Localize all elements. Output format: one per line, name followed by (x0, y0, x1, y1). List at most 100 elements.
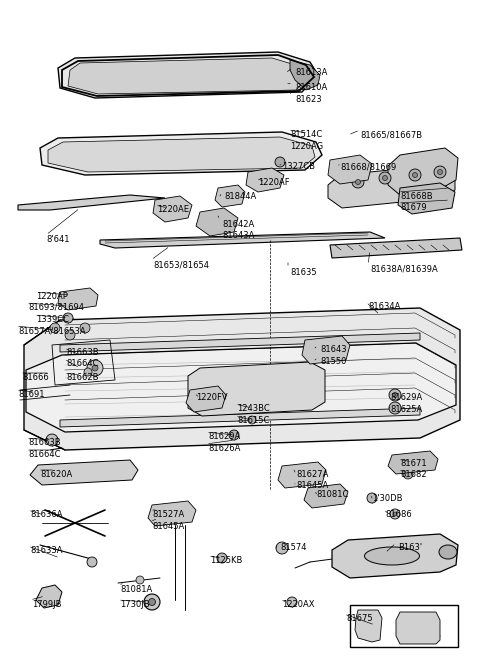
Text: 81693/81694: 81693/81694 (28, 303, 84, 312)
Text: 81664C: 81664C (66, 359, 98, 368)
Text: 81671: 81671 (400, 459, 427, 468)
Text: 81633A: 81633A (30, 546, 62, 555)
Polygon shape (328, 165, 455, 208)
Polygon shape (332, 534, 458, 578)
Polygon shape (26, 343, 456, 432)
Circle shape (356, 179, 360, 185)
Text: 81679: 81679 (400, 203, 427, 212)
Polygon shape (355, 610, 382, 642)
Text: 1327CB: 1327CB (282, 162, 315, 171)
Text: 81665/81667B: 81665/81667B (360, 130, 422, 139)
Text: 81653/81654: 81653/81654 (153, 260, 209, 269)
Text: 81666: 81666 (22, 373, 49, 382)
Polygon shape (60, 408, 420, 427)
Circle shape (46, 592, 54, 600)
Polygon shape (148, 501, 196, 526)
Circle shape (65, 330, 75, 340)
Text: 81643: 81643 (320, 345, 347, 354)
Circle shape (63, 313, 73, 323)
Circle shape (367, 493, 377, 503)
Bar (350, 605, 458, 647)
Text: 81682: 81682 (400, 470, 427, 479)
Text: 81668B: 81668B (400, 192, 432, 201)
Polygon shape (48, 137, 315, 172)
Text: 1220AX: 1220AX (282, 600, 314, 609)
Text: 81610A: 81610A (295, 83, 327, 92)
Text: 81635: 81635 (290, 268, 317, 277)
Polygon shape (188, 362, 325, 416)
Circle shape (434, 166, 446, 178)
Polygon shape (24, 308, 460, 450)
Circle shape (379, 172, 391, 184)
Text: 81634A: 81634A (368, 302, 400, 311)
Polygon shape (246, 168, 284, 192)
Circle shape (287, 597, 297, 607)
Circle shape (213, 217, 223, 227)
Text: 1220FV: 1220FV (196, 393, 228, 402)
Text: 81675: 81675 (346, 614, 372, 623)
Circle shape (168, 206, 176, 214)
Circle shape (390, 509, 400, 519)
Circle shape (403, 469, 413, 479)
Polygon shape (36, 585, 62, 608)
Polygon shape (186, 386, 226, 412)
Circle shape (437, 170, 443, 175)
Text: 81645A: 81645A (296, 481, 328, 490)
Text: 81625A: 81625A (390, 405, 422, 414)
Polygon shape (396, 612, 440, 644)
Text: 81620A: 81620A (40, 470, 72, 479)
Circle shape (248, 416, 256, 424)
Polygon shape (100, 232, 385, 248)
Text: 81081A: 81081A (120, 585, 152, 594)
Circle shape (344, 164, 356, 176)
Circle shape (80, 323, 90, 333)
Circle shape (393, 512, 397, 516)
Text: 81657A/81653A: 81657A/81653A (18, 326, 85, 335)
Text: 81629A: 81629A (208, 432, 240, 441)
Polygon shape (388, 451, 438, 474)
Circle shape (229, 430, 239, 440)
Circle shape (50, 323, 60, 333)
Text: 1220AG: 1220AG (290, 142, 323, 151)
Text: 1220AP: 1220AP (36, 292, 68, 301)
Circle shape (383, 175, 387, 181)
Text: 81081C: 81081C (316, 490, 348, 499)
Text: 81638A/81639A: 81638A/81639A (370, 265, 438, 274)
Text: B163': B163' (398, 543, 422, 552)
Polygon shape (18, 195, 165, 210)
Circle shape (412, 173, 418, 177)
Circle shape (389, 402, 401, 414)
Text: 1730JB: 1730JB (120, 600, 150, 609)
Polygon shape (290, 60, 320, 90)
Text: 81623: 81623 (295, 95, 322, 104)
Text: 1125KB: 1125KB (210, 556, 242, 565)
Circle shape (92, 365, 98, 371)
Circle shape (276, 542, 288, 554)
Text: 81642A: 81642A (222, 220, 254, 229)
Circle shape (84, 368, 92, 376)
Text: 81626A: 81626A (208, 444, 240, 453)
Text: 1799JB: 1799JB (32, 600, 61, 609)
Text: 81664C: 81664C (28, 450, 60, 459)
Polygon shape (304, 484, 348, 508)
Polygon shape (330, 238, 462, 258)
Polygon shape (153, 196, 192, 222)
Text: 81662B: 81662B (66, 373, 98, 382)
Polygon shape (68, 58, 308, 94)
Polygon shape (58, 288, 98, 310)
Ellipse shape (439, 545, 457, 559)
Polygon shape (30, 460, 138, 485)
Circle shape (352, 176, 364, 188)
Circle shape (217, 553, 227, 563)
Circle shape (148, 599, 156, 606)
Text: 81668/81669: 81668/81669 (340, 162, 396, 171)
Circle shape (136, 576, 144, 584)
Polygon shape (58, 52, 318, 98)
Polygon shape (196, 208, 238, 236)
Circle shape (409, 169, 421, 181)
Ellipse shape (364, 547, 420, 565)
Text: 81686: 81686 (385, 510, 412, 519)
Text: 81663B: 81663B (28, 438, 60, 447)
Text: 81514C: 81514C (290, 130, 322, 139)
Text: 81627A: 81627A (296, 470, 328, 479)
